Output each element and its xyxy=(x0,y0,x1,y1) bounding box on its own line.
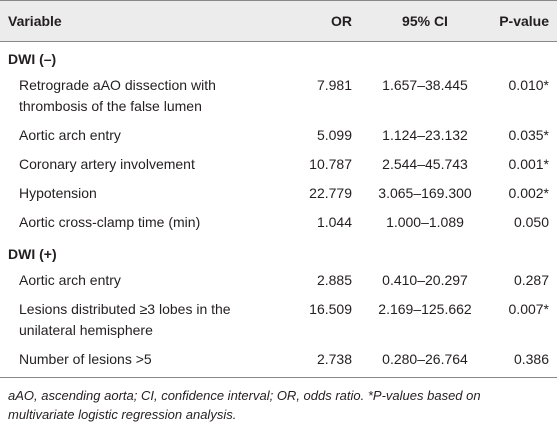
data-row: Retrograde aAO dissection with thrombosi… xyxy=(0,71,557,121)
data-row: Hypotension 22.779 3.065–169.300 0.002* xyxy=(0,179,557,208)
value-cell: 2.885 xyxy=(316,272,352,288)
column-header: P-value xyxy=(490,0,557,42)
variable-cell: Lesions distributed ≥3 lobes in the unil… xyxy=(19,301,231,338)
value-cell: 1.044 xyxy=(316,214,352,230)
value-cell: 2.544–45.743 xyxy=(382,156,468,172)
variable-cell: Retrograde aAO dissection with thrombosi… xyxy=(19,77,216,114)
data-row: Aortic arch entry 5.099 1.124–23.132 0.035* xyxy=(0,121,557,150)
value-cell: 3.065–169.300 xyxy=(378,185,472,201)
value-cell: 0.410–20.297 xyxy=(382,272,468,288)
column-header: OR xyxy=(282,0,360,42)
value-cell: 22.779 xyxy=(309,185,352,201)
column-header: Variable xyxy=(0,0,282,42)
variable-cell: Coronary artery involvement xyxy=(19,156,195,172)
variable-cell: Aortic arch entry xyxy=(19,272,121,288)
value-cell: 1.124–23.132 xyxy=(382,127,468,143)
value-cell: 5.099 xyxy=(316,127,352,143)
value-cell: 0.386 xyxy=(490,345,557,378)
column-header: 95% CI xyxy=(360,0,490,42)
data-row: Number of lesions >5 2.738 0.280–26.764 0.3… xyxy=(0,345,557,378)
variable-cell: Hypotension xyxy=(19,185,97,201)
value-cell: 2.738 xyxy=(282,345,360,378)
value-cell: 10.787 xyxy=(309,156,352,172)
group-row: DWI (–) xyxy=(0,42,557,72)
value-cell: 0.007* xyxy=(508,301,549,317)
group-label: DWI (+) xyxy=(8,246,57,262)
footnote: aAO, ascending aorta; CI, confidence int… xyxy=(8,388,481,422)
value-cell: 2.169–125.662 xyxy=(378,301,472,317)
value-cell: 16.509 xyxy=(309,301,352,317)
value-cell: 1.657–38.445 xyxy=(382,77,468,93)
data-row: Lesions distributed ≥3 lobes in the unil… xyxy=(0,295,557,345)
value-cell: 0.287 xyxy=(513,272,549,288)
variable-cell: Aortic cross-clamp time (min) xyxy=(19,214,201,230)
table-body: DWI (–) Retrograde aAO dissection with th… xyxy=(0,42,557,378)
value-cell: 0.035* xyxy=(508,127,549,143)
variable-cell: Number of lesions >5 xyxy=(0,345,282,378)
group-row: DWI (+) xyxy=(0,237,557,266)
data-row: Coronary artery involvement 10.787 2.544–4… xyxy=(0,150,557,179)
variable-cell: Aortic arch entry xyxy=(19,127,121,143)
value-cell: 0.001* xyxy=(508,156,549,172)
value-cell: 0.010* xyxy=(508,77,549,93)
value-cell: 0.280–26.764 xyxy=(360,345,490,378)
group-label: DWI (–) xyxy=(8,51,57,67)
table-header: Variable OR 95% CI P-value xyxy=(0,0,557,42)
value-cell: 0.002* xyxy=(508,185,549,201)
value-cell: 7.981 xyxy=(316,77,352,93)
results-table: Variable OR 95% CI P-value DWI (–) Retrograd… xyxy=(0,0,557,378)
header-row: Variable OR 95% CI P-value xyxy=(0,0,557,42)
data-row: Aortic arch entry 2.885 0.410–20.297 0.287 xyxy=(0,266,557,295)
data-row: Aortic cross-clamp time (min) 1.044 1.000–… xyxy=(0,208,557,237)
value-cell: 0.050 xyxy=(513,214,549,230)
value-cell: 1.000–1.089 xyxy=(386,214,464,230)
